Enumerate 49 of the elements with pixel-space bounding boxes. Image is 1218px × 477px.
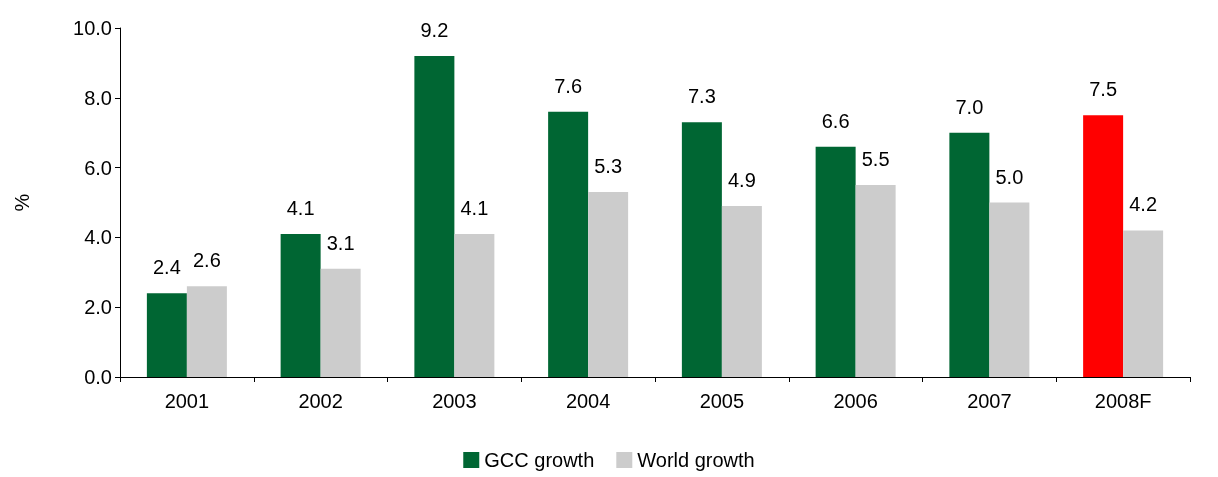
bar: [588, 192, 629, 377]
bar: [548, 111, 589, 377]
x-tick-label: 2007: [967, 390, 1012, 412]
bar: [949, 132, 990, 377]
x-tick-label: 2004: [565, 390, 611, 412]
data-label: 7.5: [1089, 78, 1118, 101]
data-label: 5.3: [594, 155, 623, 178]
x-tick-label: 2008F: [1094, 390, 1152, 412]
data-label: 5.0: [995, 165, 1024, 188]
legend-label: World growth: [637, 449, 755, 471]
bar: [280, 233, 321, 377]
x-tick-label: 2006: [833, 390, 878, 412]
data-label: 4.2: [1129, 193, 1158, 216]
x-tick-label: 2005: [699, 390, 745, 412]
bar: [1123, 230, 1164, 377]
bar: [681, 122, 722, 377]
data-label: 2.6: [192, 249, 221, 272]
y-axis-title: %: [11, 193, 33, 212]
data-label: 5.5: [861, 148, 890, 171]
data-label: 2.4: [152, 256, 181, 279]
y-tick-label: 4.0: [84, 226, 112, 249]
y-tick-label: 0.0: [84, 366, 112, 388]
x-tick-label: 2002: [298, 390, 343, 412]
bar: [721, 205, 762, 377]
bar: [414, 55, 455, 377]
y-tick-label: 8.0: [84, 86, 112, 109]
y-tick-label: 6.0: [84, 156, 112, 179]
bar: [320, 268, 361, 377]
bar: [146, 293, 187, 377]
data-label: 6.6: [821, 109, 850, 132]
bar: [815, 146, 856, 377]
data-label: 7.0: [955, 95, 984, 118]
data-label: 4.1: [286, 196, 315, 219]
y-tick-label: 10.0: [73, 17, 112, 39]
bar: [855, 185, 896, 377]
data-label: 9.2: [420, 18, 449, 41]
x-tick-label: 2001: [164, 390, 210, 412]
bar: [1083, 115, 1124, 377]
data-label: 3.1: [326, 231, 355, 254]
data-label: 7.6: [554, 74, 583, 97]
bar: [186, 286, 227, 377]
legend-label: GCC growth: [484, 449, 595, 471]
x-tick-label: 2003: [432, 390, 477, 412]
data-label: 4.9: [727, 168, 756, 191]
y-tick-label: 2.0: [84, 296, 112, 319]
bar: [454, 233, 495, 377]
bar: [989, 202, 1030, 377]
data-label: 4.1: [460, 196, 489, 219]
data-label: 7.3: [687, 85, 716, 108]
